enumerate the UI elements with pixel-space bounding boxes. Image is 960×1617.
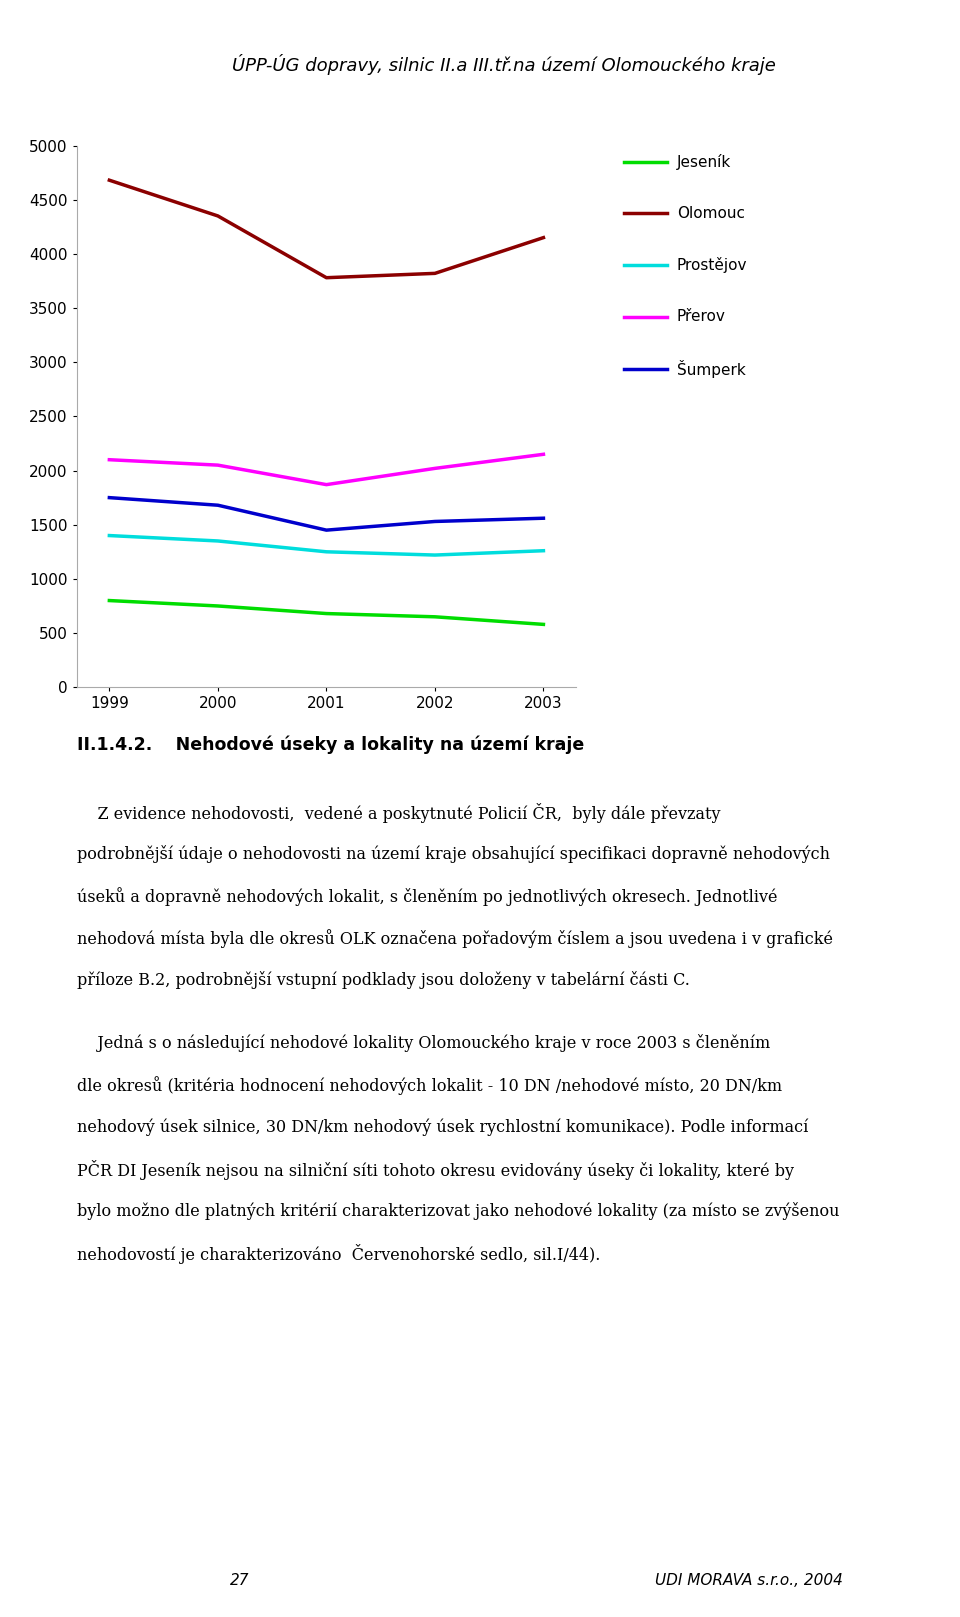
Text: Jeseník: Jeseník	[677, 154, 732, 170]
Text: podrobnější údaje o nehodovosti na území kraje obsahující specifikaci dopravně n: podrobnější údaje o nehodovosti na území…	[77, 846, 829, 863]
Text: nehodová místa byla dle okresů OLK označena pořadovým číslem a jsou uvedena i v : nehodová místa byla dle okresů OLK označ…	[77, 930, 832, 948]
Text: úseků a dopravně nehodových lokalit, s členěním po jednotlivých okresech. Jednot: úseků a dopravně nehodových lokalit, s č…	[77, 888, 778, 906]
Text: 27: 27	[230, 1573, 250, 1588]
Text: nehodový úsek silnice, 30 DN/km nehodový úsek rychlostní komunikace). Podle info: nehodový úsek silnice, 30 DN/km nehodový…	[77, 1119, 808, 1135]
Text: příloze B.2, podrobnější vstupní podklady jsou doloženy v tabelární části C.: příloze B.2, podrobnější vstupní podklad…	[77, 972, 689, 990]
Text: Jedná s o následující nehodové lokality Olomouckého kraje v roce 2003 s členěním: Jedná s o následující nehodové lokality …	[77, 1035, 770, 1053]
Text: UDI MORAVA s.r.o., 2004: UDI MORAVA s.r.o., 2004	[655, 1573, 843, 1588]
Text: dle okresů (kritéria hodnocení nehodových lokalit - 10 DN /nehodové místo, 20 DN: dle okresů (kritéria hodnocení nehodovýc…	[77, 1077, 782, 1095]
Text: Přerov: Přerov	[677, 309, 726, 325]
Text: Šumperk: Šumperk	[677, 359, 746, 378]
Text: PČR DI Jeseník nejsou na silniční síti tohoto okresu evidovány úseky či lokality: PČR DI Jeseník nejsou na silniční síti t…	[77, 1161, 794, 1180]
Text: Z evidence nehodovosti,  vedené a poskytnuté Policií ČR,  byly dále převzaty: Z evidence nehodovosti, vedené a poskytn…	[77, 804, 720, 823]
Text: Olomouc: Olomouc	[677, 205, 745, 222]
Text: II.1.4.2.  Nehodové úseky a lokality na území kraje: II.1.4.2. Nehodové úseky a lokality na ú…	[77, 736, 584, 754]
Text: bylo možno dle platných kritérií charakterizovat jako nehodové lokality (za míst: bylo možno dle platných kritérií charakt…	[77, 1203, 839, 1221]
Text: nehodovostí je charakterizováno  Červenohorské sedlo, sil.I/44).: nehodovostí je charakterizováno Červenoh…	[77, 1245, 600, 1264]
Text: Prostějov: Prostějov	[677, 257, 747, 273]
Text: ÚPP-ÚG dopravy, silnic II.a III.tř.na území Olomouckého kraje: ÚPP-ÚG dopravy, silnic II.a III.tř.na úz…	[232, 55, 776, 74]
